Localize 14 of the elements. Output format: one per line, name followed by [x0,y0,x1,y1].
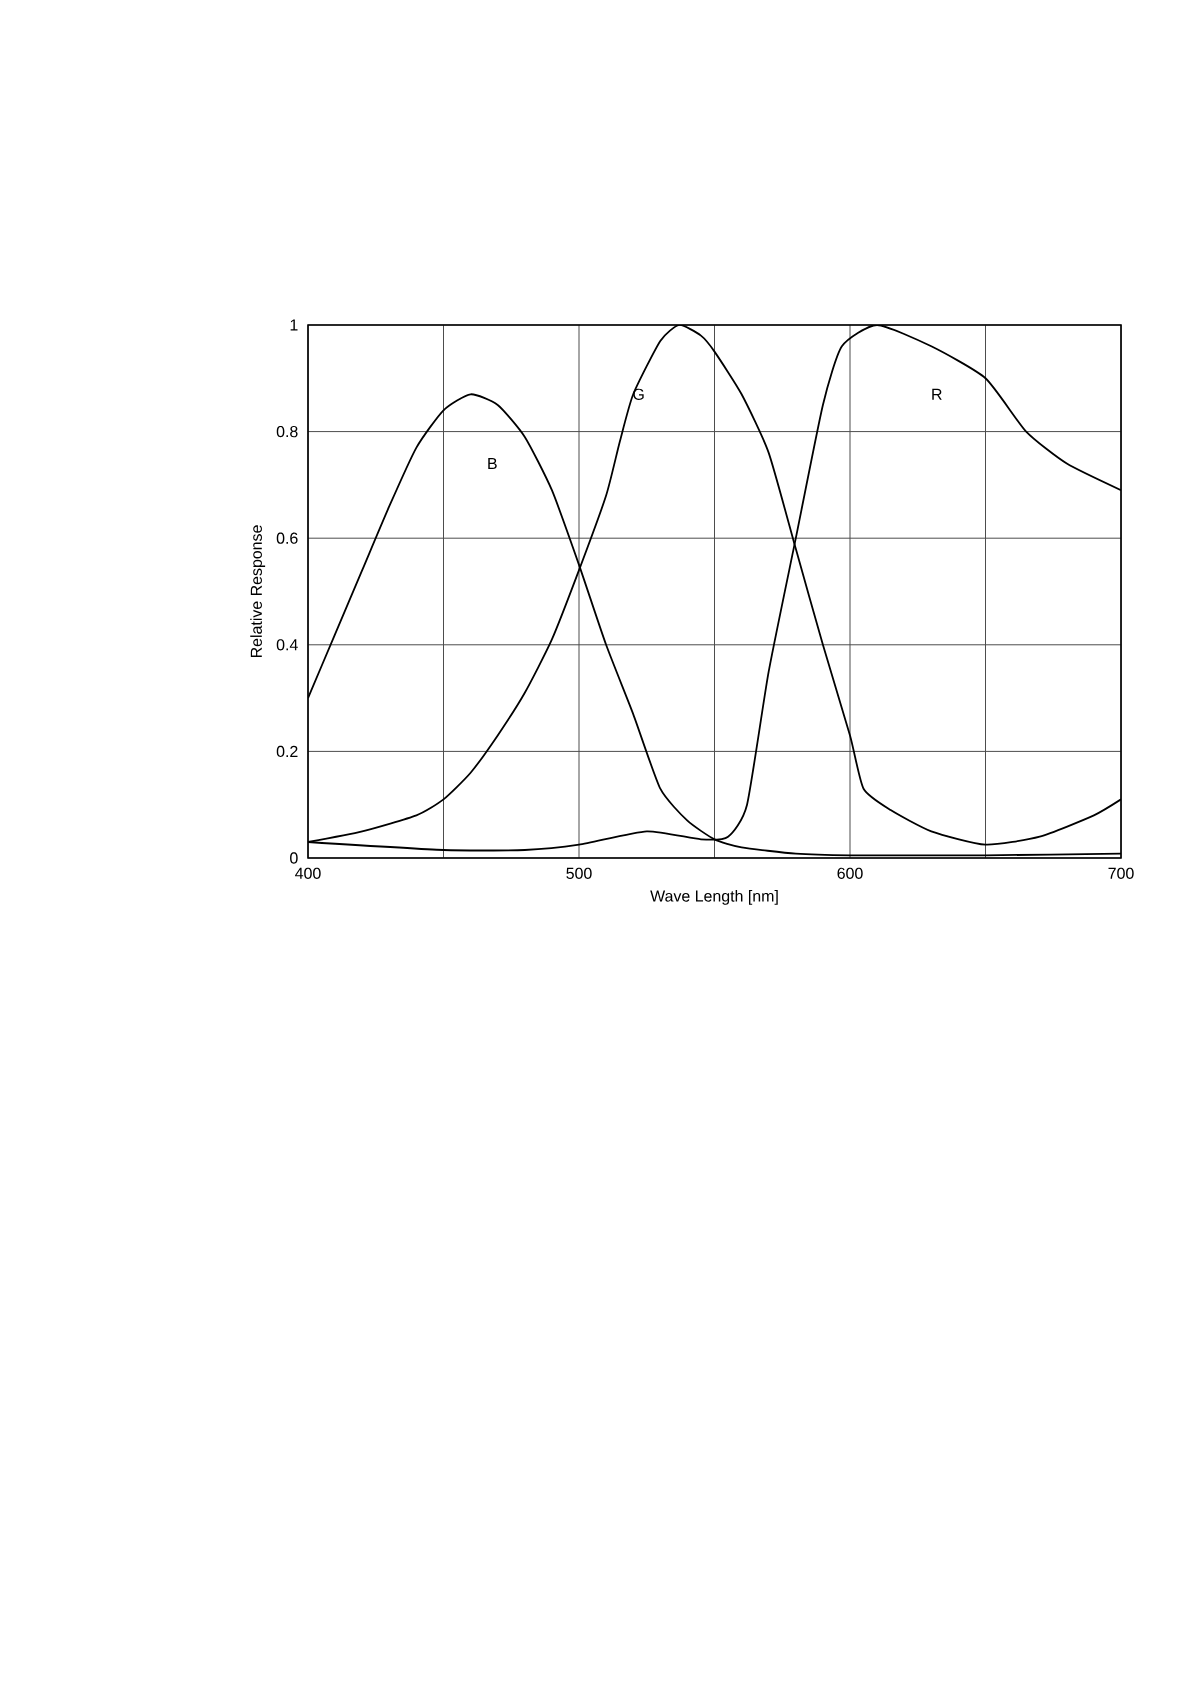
x-tick-label: 400 [295,867,321,879]
text: R [932,388,942,400]
x-tick-label: 700 [1108,867,1134,879]
y-tick-label: 0.6 [276,532,298,544]
text: B [488,458,497,470]
y-tick-label: 0.8 [276,425,298,438]
y-tick-label: 1 [290,319,298,331]
y-tick-label: 0 [290,852,298,864]
y-axis-title: Relative Response [250,525,266,658]
x-tick-label: 600 [837,867,863,879]
y-tick-label: 0.4 [276,639,298,651]
y-tick-label: 0.2 [276,745,298,758]
x-axis-title: Wave Length [nm] [650,890,778,905]
x-tick-label: 500 [566,867,592,879]
